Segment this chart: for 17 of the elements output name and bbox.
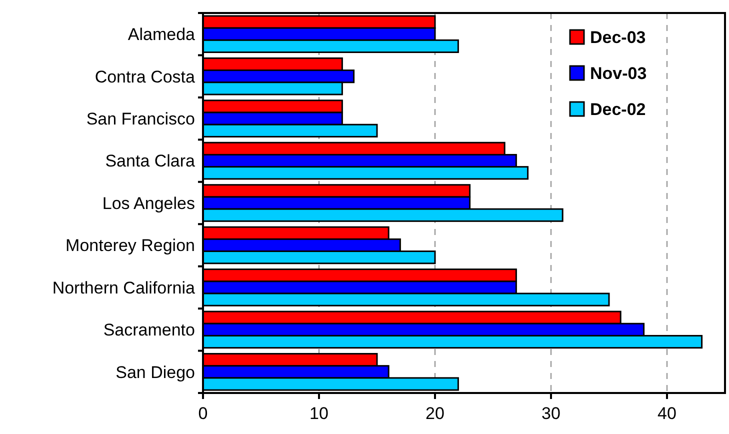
y-tick-label: Monterey Region	[66, 236, 195, 256]
x-tick-label: 20	[426, 404, 444, 423]
x-tick-label: 10	[310, 404, 328, 423]
legend-label: Dec-03	[590, 28, 646, 47]
y-tick-label: San Francisco	[86, 110, 195, 129]
y-tick-label: Sacramento	[103, 320, 195, 340]
x-tick-label: 40	[658, 404, 676, 423]
legend-label: Nov-03	[590, 64, 647, 83]
x-tick-label: 30	[542, 404, 560, 423]
y-tick-label: Alameda	[128, 25, 196, 44]
y-tick-label: San Diego	[116, 362, 195, 382]
y-tick-label: Santa Clara	[105, 152, 196, 171]
y-tick-label: Los Angeles	[102, 194, 195, 213]
y-tick-label: Contra Costa	[94, 67, 196, 86]
y-tick-label: Northern California	[52, 278, 196, 298]
legend-label: Dec-02	[590, 100, 646, 119]
x-tick-label: 0	[198, 404, 208, 423]
